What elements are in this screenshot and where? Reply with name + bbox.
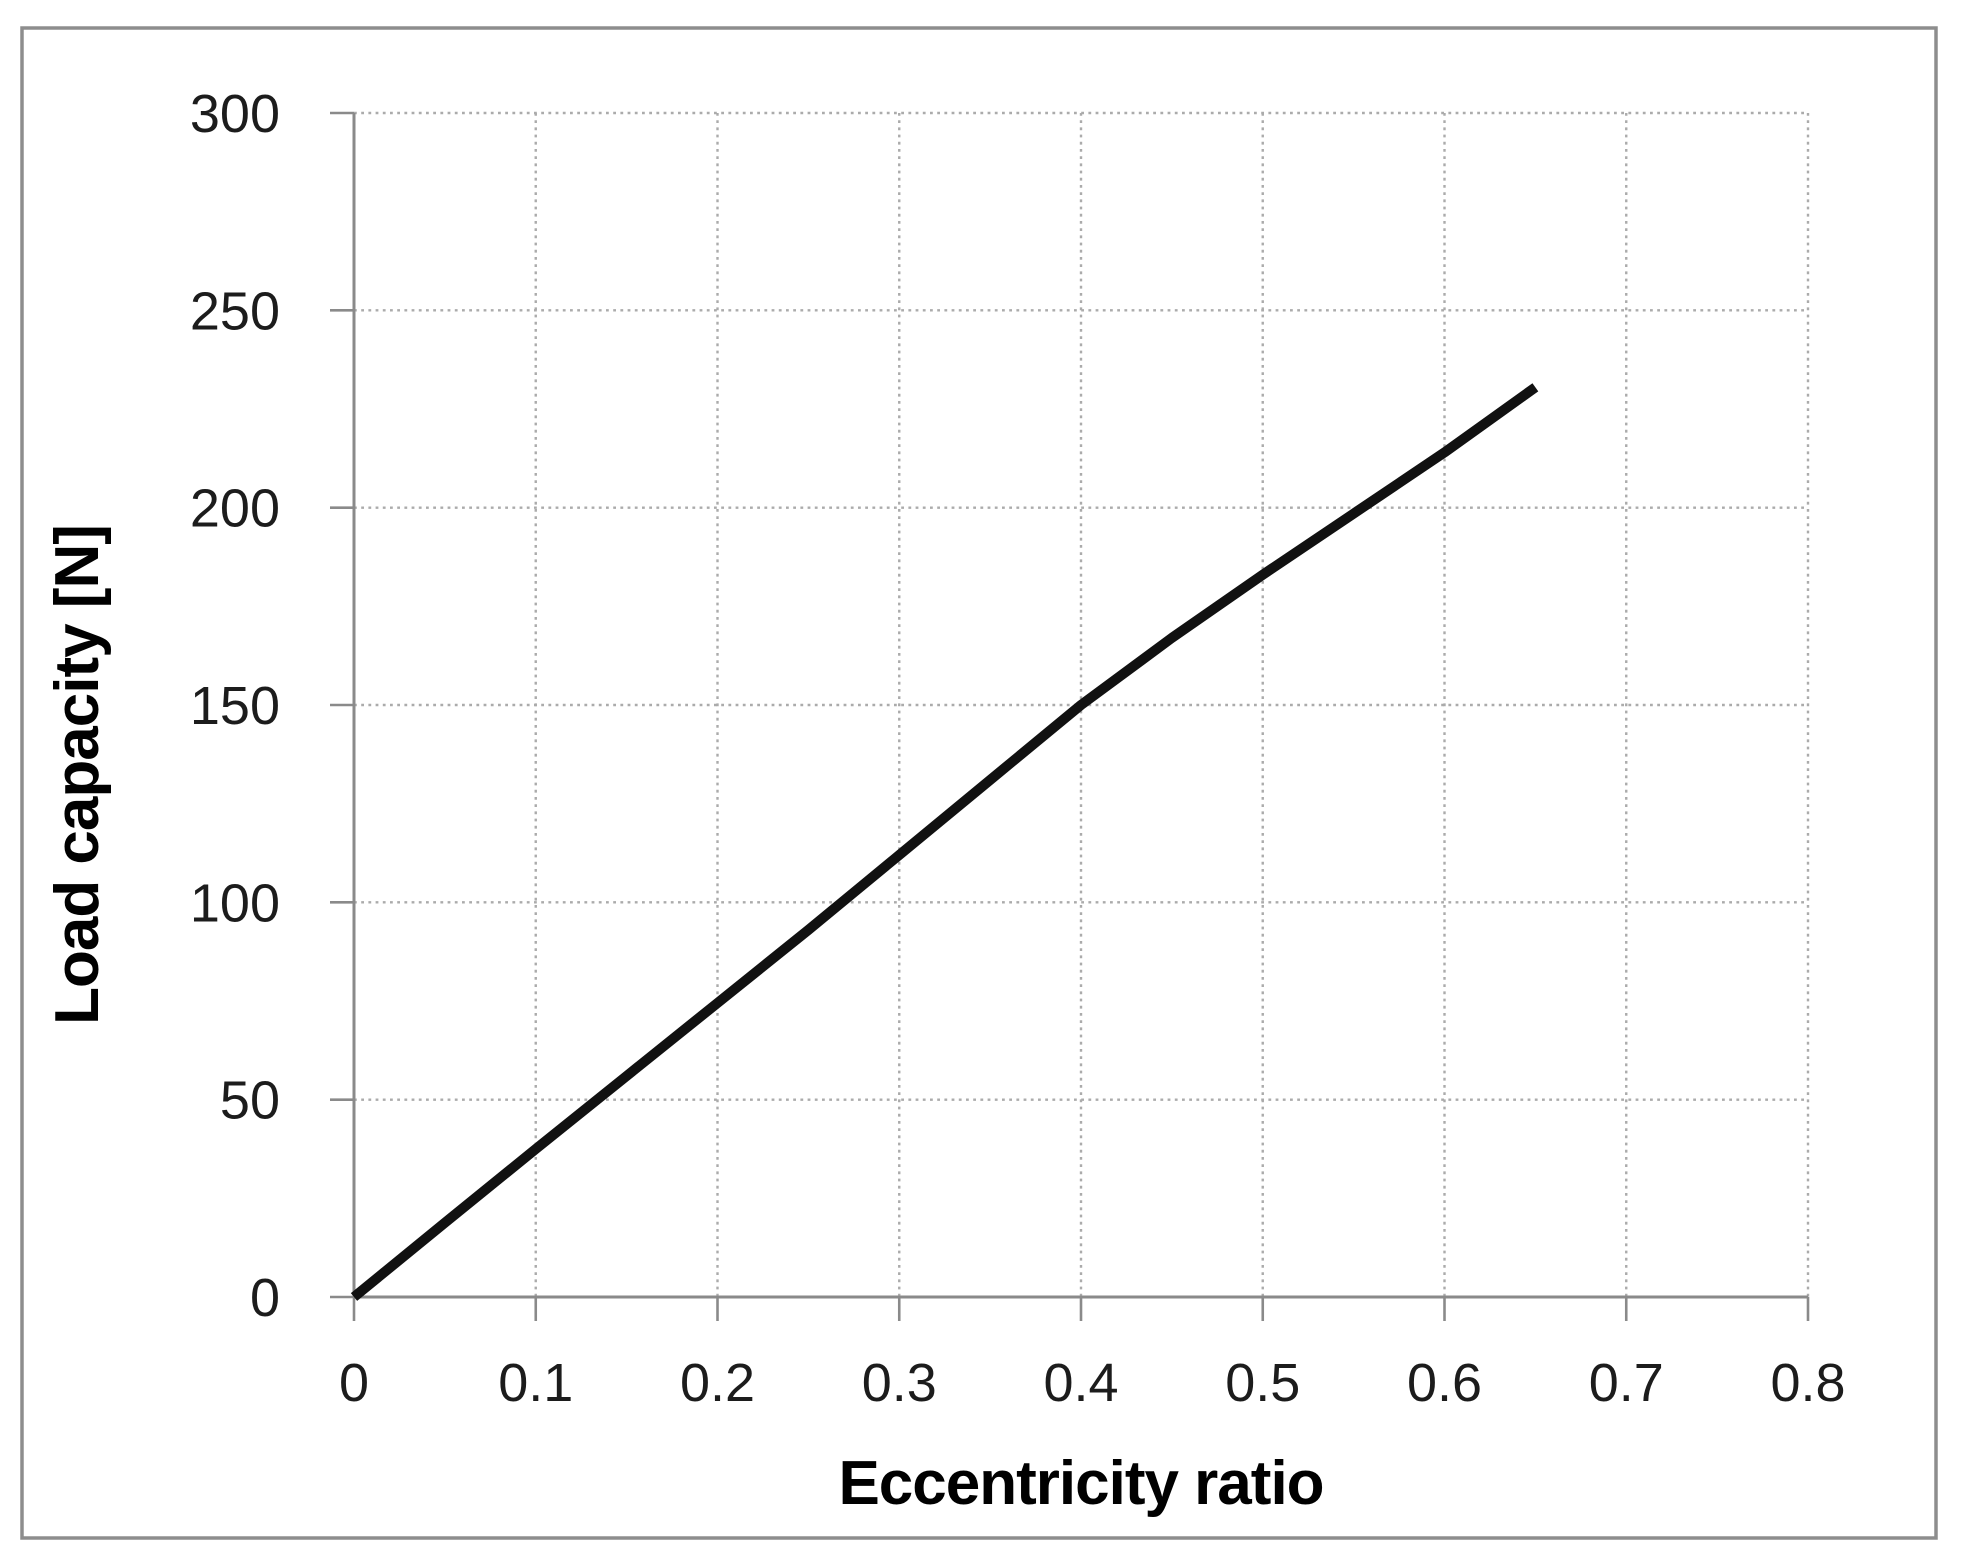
y-tick-label: 100 (190, 873, 280, 933)
x-tick-label: 0.4 (1043, 1353, 1118, 1413)
y-tick-label: 50 (220, 1071, 280, 1131)
x-tick-label: 0.1 (498, 1353, 573, 1413)
figure-border (20, 26, 1938, 1540)
data-series (350, 383, 1539, 1301)
x-tick-label: 0 (339, 1353, 369, 1413)
x-tick-label: 0.7 (1589, 1353, 1664, 1413)
x-tick-label: 0.6 (1407, 1353, 1482, 1413)
x-tick-label: 0.8 (1770, 1353, 1845, 1413)
y-tick-label: 200 (190, 479, 280, 539)
x-tick-label: 0.3 (862, 1353, 937, 1413)
y-tick-label: 150 (190, 676, 280, 736)
x-axis-title: Eccentricity ratio (838, 1449, 1323, 1518)
y-tick-label: 0 (250, 1268, 280, 1328)
y-tick-label: 300 (190, 84, 280, 144)
gridlines (354, 111, 1810, 1297)
y-tick-label: 250 (190, 281, 280, 341)
x-tick-label: 0.5 (1225, 1353, 1300, 1413)
y-axis-title: Load capacity [N] (43, 525, 112, 1025)
x-tick-label: 0.2 (680, 1353, 755, 1413)
axis-ticks (330, 111, 1810, 1321)
tick-labels: 0 0.1 0.2 0.3 0.4 0.5 0.6 0.7 0.8 0 50 100 150 200 250… (190, 84, 1846, 1413)
series-line (350, 383, 1539, 1301)
